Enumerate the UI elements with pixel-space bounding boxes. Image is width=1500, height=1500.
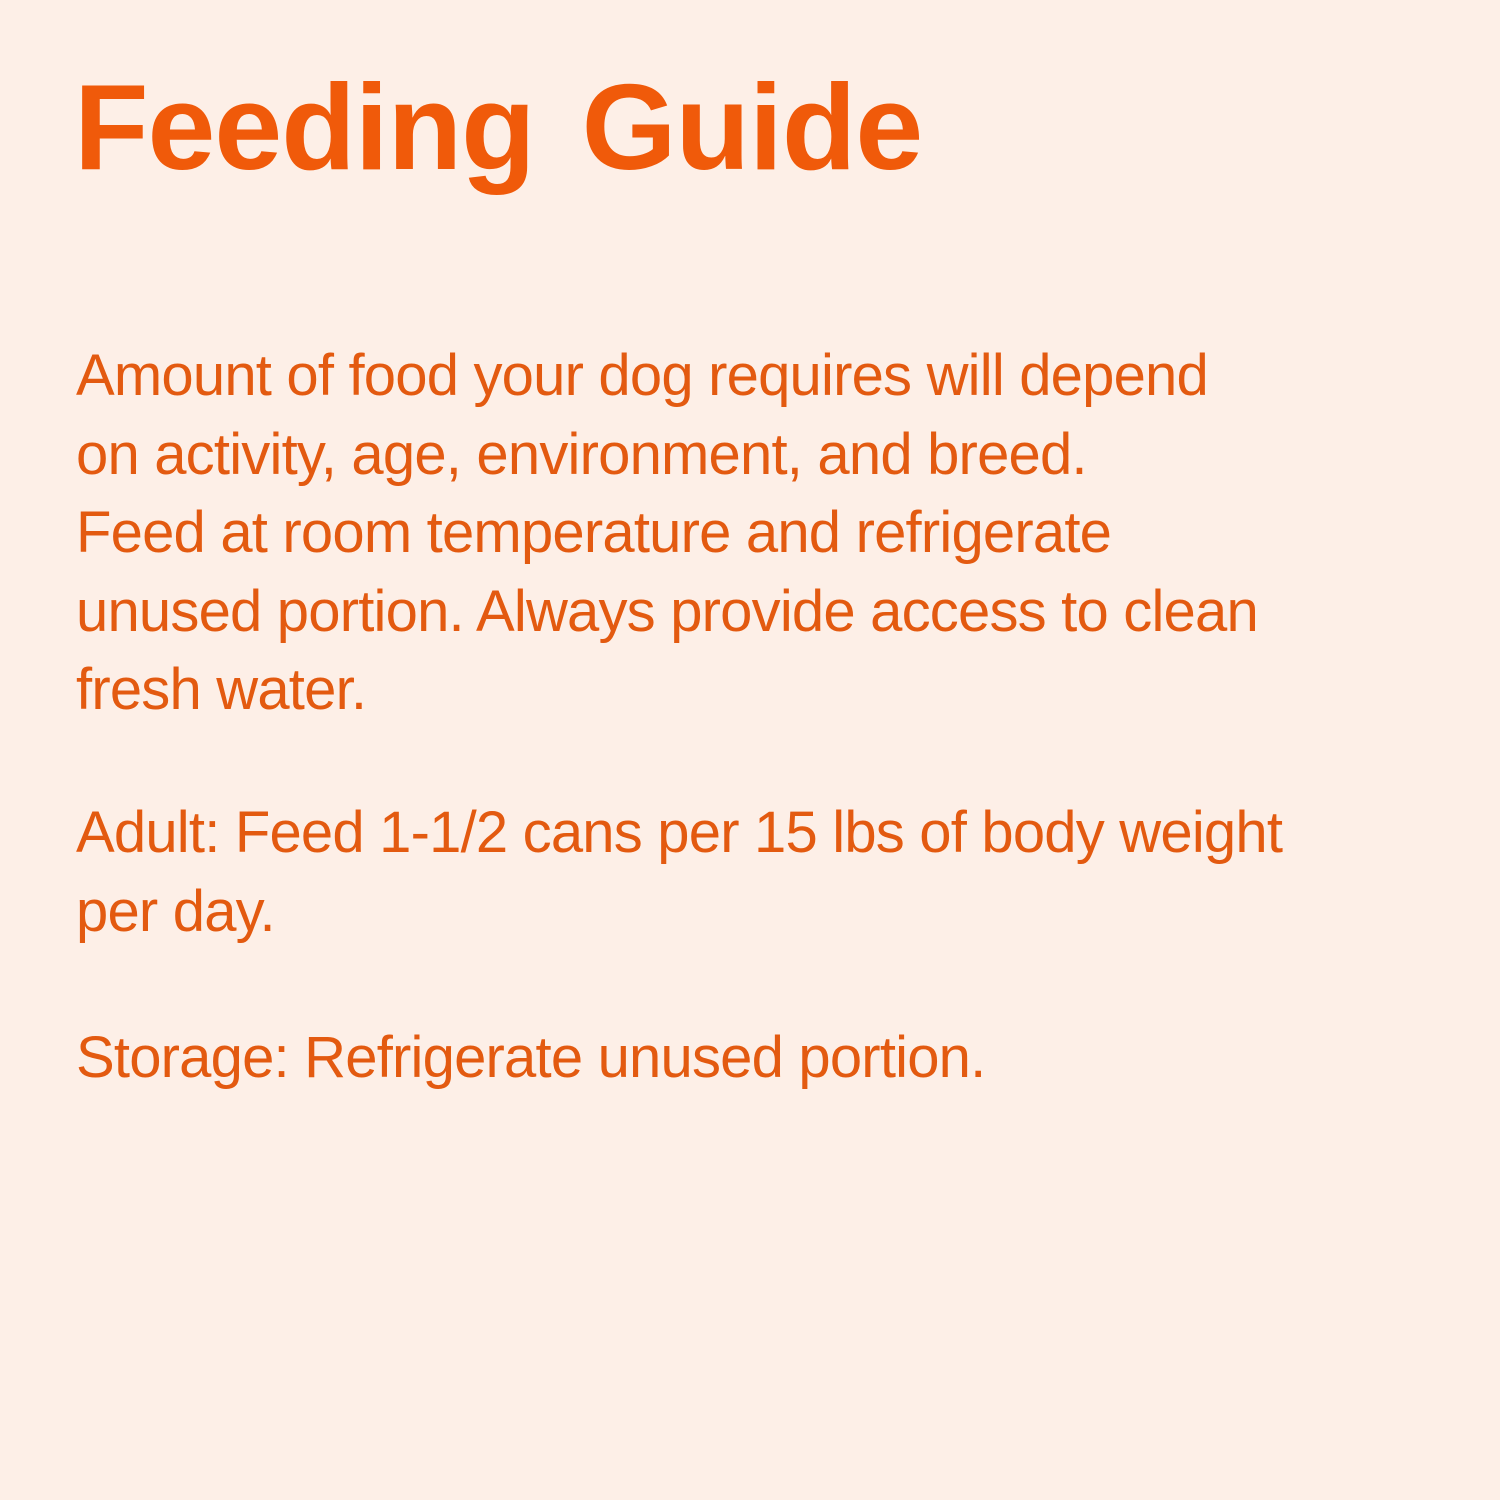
text-line: on activity, age, environment, and breed… xyxy=(76,421,1088,487)
text-line: per day. xyxy=(76,878,276,944)
text-line: Amount of food your dog requires will de… xyxy=(76,343,1209,408)
text-line: Storage: Refrigerate unused portion. xyxy=(76,1025,986,1090)
adult-feeding-paragraph: Adult: Feed 1-1/2 cans per 15 lbs of bod… xyxy=(76,794,1283,951)
feeding-instructions-paragraph: Amount of food your dog requires will de… xyxy=(76,337,1259,730)
text-line: fresh water. xyxy=(76,657,367,722)
page-title: Feeding Guide xyxy=(74,59,923,195)
text-line: unused portion. Always provide access to… xyxy=(76,578,1259,644)
storage-paragraph: Storage: Refrigerate unused portion. xyxy=(76,1019,986,1098)
text-line: Adult: Feed 1-1/2 cans per 15 lbs of bod… xyxy=(76,800,1283,865)
text-line: Feed at room temperature and refrigerate xyxy=(76,500,1112,565)
